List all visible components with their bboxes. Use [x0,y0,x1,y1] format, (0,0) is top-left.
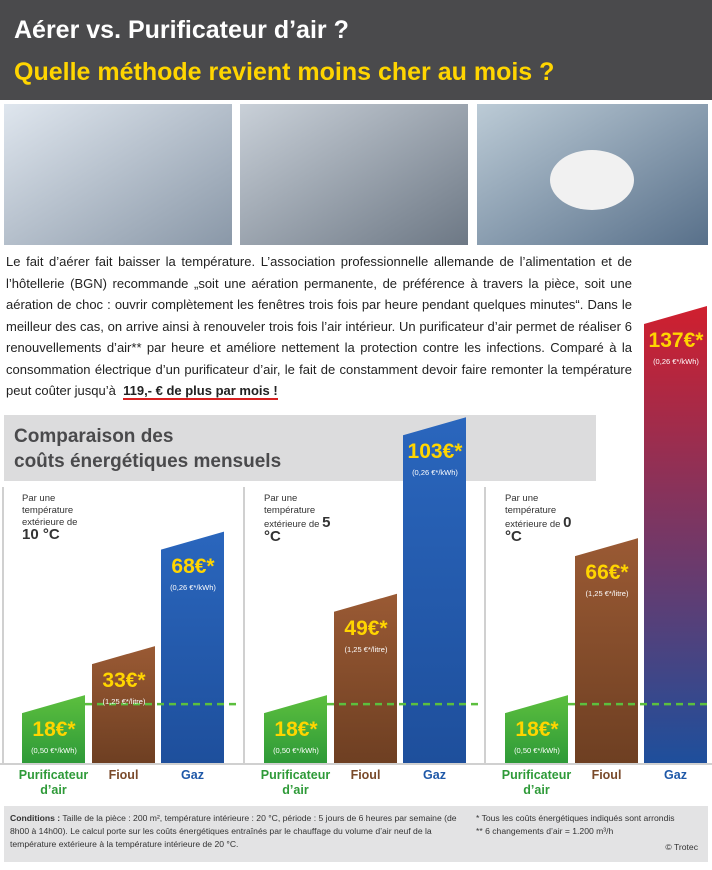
baseline [0,763,712,765]
rate-label: (0,26 €*/kWh) [170,582,216,592]
condition-text: Par une température extérieure de [264,493,320,530]
temperature: 0 °C [505,514,572,545]
category-label: Gaz [181,768,204,782]
conditions-label: Conditions : [10,813,61,823]
subtitle: Quelle méthode revient moins cher au moi… [14,58,555,86]
panel-border [484,487,486,765]
category-label: Purificateur d’air [260,768,331,797]
bar [575,538,638,763]
conditions-text: Taille de la pièce : 200 m², température… [10,813,457,849]
category-label: Purificateur d’air [18,768,89,797]
rate-label: (1,25 €*/litre) [102,697,146,707]
section-line: Comparaison des [14,426,174,447]
footer-box [4,806,708,862]
category-label: Fioul [591,768,622,782]
value-label: 18€* [32,718,76,742]
photo-radiator [240,104,468,245]
intro-text: Le fait d’aérer fait baisser la températ… [6,251,632,402]
rate-label: (0,50 €*/kWh) [273,746,319,756]
section-band [4,415,596,481]
section-title: Comparaison des coûts énergétiques mensue… [14,424,281,474]
value-label: 68€* [171,554,215,578]
condition: Par une température extérieure de 10 °C [22,493,94,543]
category-label: Gaz [423,768,446,782]
bar [403,417,466,763]
bar [334,593,397,763]
value-label: 137€* [648,329,704,352]
rate-label: (1,25 €*/litre) [344,644,388,654]
rate-label: (1,25 €*/litre) [585,589,629,599]
value-label: 103€* [407,440,463,464]
condition: Par une température extérieure de 5 °C [264,493,336,545]
value-label: 49€* [344,616,388,640]
category-label: Gaz [664,768,687,782]
title: Aérer vs. Purificateur d’air ? [14,16,349,44]
rate-label: (0,50 €*/kWh) [31,746,77,756]
value-label: 33€* [102,669,146,693]
panel-border [243,487,245,765]
header-band [0,0,712,100]
intro-body: Le fait d’aérer fait baisser la températ… [6,254,632,398]
temperature: 10 °C [22,526,60,543]
piggy-shape [550,150,634,210]
value-label: 18€* [515,718,559,742]
condition: Par une température extérieure de 0 °C [505,493,577,545]
category-label: Fioul [108,768,139,782]
bar [644,306,707,763]
notes: * Tous les coûts énergétiques indiqués s… [476,812,675,838]
section-line: coûts énergétiques mensuels [14,451,282,472]
panel-border [2,487,4,765]
temperature: 5 °C [264,514,331,545]
conditions: Conditions : Taille de la pièce : 200 m²… [10,812,460,851]
copyright: © Trotec [665,842,698,852]
value-label: 66€* [585,561,629,585]
rate-label: (0,50 €*/kWh) [514,746,560,756]
condition-text: Par une température extérieure de [22,493,78,528]
rate-label: (0,26 €*/kWh) [653,357,699,366]
bar [264,695,327,763]
rate-label: (0,26 €*/kWh) [412,468,458,478]
photo-window [4,104,232,245]
bar [22,695,85,763]
category-label: Purificateur d’air [501,768,572,797]
note: ** 6 changements d’air = 1.200 m³/h [476,826,614,836]
note: * Tous les coûts énergétiques indiqués s… [476,813,675,823]
bar [505,695,568,763]
category-label: Fioul [350,768,381,782]
value-label: 18€* [274,718,318,742]
intro-highlight: 119,- € de plus par mois ! [123,383,278,400]
condition-text: Par une température extérieure de [505,493,561,530]
